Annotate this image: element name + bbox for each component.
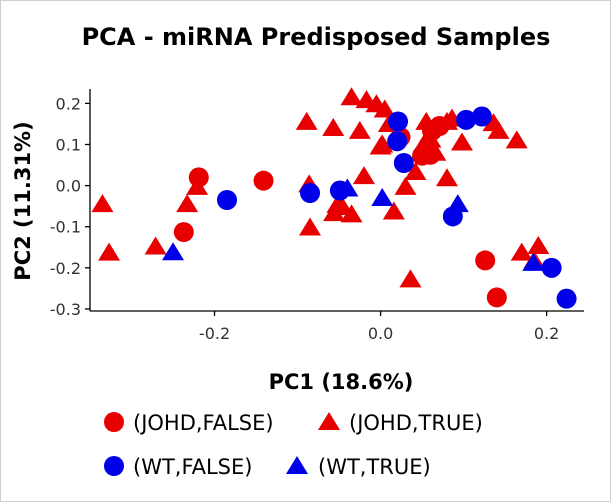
data-point-johd-true[interactable] — [399, 269, 422, 288]
y-tick-label: -0.2 — [50, 259, 81, 278]
chart-title: PCA - miRNA Predisposed Samples — [82, 23, 551, 51]
data-point-johd-true[interactable] — [176, 194, 199, 213]
data-point-johd-true[interactable] — [436, 168, 459, 187]
data-point-johd-true[interactable] — [340, 87, 363, 106]
data-point-johd-true[interactable] — [505, 130, 528, 149]
data-point-johd-true[interactable] — [404, 162, 427, 181]
data-point-wt-false[interactable] — [456, 109, 477, 130]
legend-item-johd-false[interactable]: (JOHD,FALSE) — [104, 411, 274, 435]
data-point-johd-true[interactable] — [299, 217, 322, 236]
y-tick-label: -0.3 — [50, 300, 81, 319]
legend-item-johd-true[interactable]: (JOHD,TRUE) — [318, 411, 483, 435]
data-point-johd-true[interactable] — [424, 142, 447, 161]
data-point-wt-false[interactable] — [393, 153, 414, 173]
data-point-johd-true[interactable] — [415, 111, 438, 130]
data-point-johd-true[interactable] — [98, 242, 121, 261]
data-point-johd-true[interactable] — [394, 176, 417, 195]
data-point-wt-true[interactable] — [446, 194, 469, 213]
data-point-johd-true[interactable] — [450, 132, 473, 151]
data-point-johd-false[interactable] — [475, 250, 496, 271]
data-point-wt-true[interactable] — [162, 242, 185, 261]
data-point-johd-true[interactable] — [186, 176, 209, 195]
x-tick-label: 0.0 — [368, 324, 393, 343]
legend-circle-marker-blue — [104, 456, 124, 476]
legend-label: (JOHD,TRUE) — [349, 411, 483, 435]
data-point-johd-true[interactable] — [352, 166, 375, 185]
y-tick-label: 0.2 — [56, 94, 81, 113]
plot-area: -0.3 -0.2 -0.1 0.0 0.1 0.2 -0.2 0.0 0.2 — [50, 87, 584, 343]
y-axis-title: PC2 (11.31%) — [11, 121, 35, 280]
data-point-wt-false[interactable] — [300, 183, 321, 204]
data-point-johd-true[interactable] — [348, 120, 371, 139]
data-point-johd-true[interactable] — [295, 111, 318, 130]
legend: (JOHD,FALSE) (JOHD,TRUE) (WT,FALSE) (WT,… — [104, 411, 483, 479]
data-point-johd-true[interactable] — [373, 99, 396, 118]
legend-triangle-marker-blue — [286, 456, 308, 474]
data-point-johd-true[interactable] — [91, 194, 114, 213]
data-point-johd-true[interactable] — [487, 120, 510, 139]
legend-label: (WT,FALSE) — [133, 455, 252, 479]
data-point-johd-true[interactable] — [340, 204, 363, 223]
legend-circle-marker-red — [104, 412, 124, 432]
data-point-wt-false[interactable] — [471, 106, 492, 127]
data-point-johd-false[interactable] — [486, 287, 507, 308]
x-axis-title: PC1 (18.6%) — [269, 370, 414, 394]
legend-item-wt-true[interactable]: (WT,TRUE) — [286, 455, 431, 479]
y-tick-label: -0.1 — [50, 218, 81, 237]
y-tick-label: 0.1 — [56, 136, 81, 155]
legend-label: (WT,TRUE) — [318, 455, 431, 479]
data-point-johd-true[interactable] — [144, 236, 167, 255]
data-point-wt-false[interactable] — [216, 190, 237, 210]
data-point-johd-false[interactable] — [173, 222, 194, 243]
legend-item-wt-false[interactable]: (WT,FALSE) — [104, 455, 252, 479]
legend-triangle-marker-red — [318, 412, 340, 430]
data-point-wt-false[interactable] — [387, 131, 408, 152]
data-point-wt-false[interactable] — [556, 288, 577, 309]
legend-label: (JOHD,FALSE) — [133, 411, 274, 435]
x-tick-label: -0.2 — [199, 324, 230, 343]
data-point-wt-false[interactable] — [541, 257, 562, 278]
data-point-wt-true[interactable] — [522, 252, 545, 271]
data-point-johd-true[interactable] — [371, 134, 394, 153]
data-point-johd-true[interactable] — [510, 242, 533, 261]
data-point-johd-true[interactable] — [419, 129, 442, 148]
data-point-johd-true[interactable] — [527, 236, 550, 255]
data-point-wt-false[interactable] — [388, 111, 409, 132]
data-point-johd-true[interactable] — [322, 118, 345, 137]
data-point-wt-true[interactable] — [371, 187, 394, 206]
x-tick-label: 0.2 — [534, 324, 559, 343]
y-tick-label: 0.0 — [56, 177, 81, 196]
data-point-johd-false[interactable] — [253, 170, 274, 191]
data-point-johd-true[interactable] — [382, 201, 405, 220]
data-point-wt-true[interactable] — [336, 178, 359, 197]
